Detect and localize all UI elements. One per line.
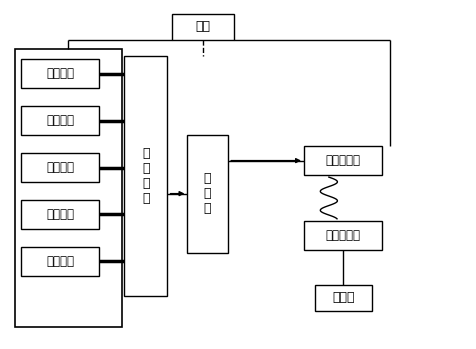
Bar xyxy=(21,153,99,182)
Bar xyxy=(303,221,382,250)
Bar xyxy=(21,247,99,276)
Bar xyxy=(124,56,167,296)
Bar xyxy=(15,49,122,327)
Bar xyxy=(21,200,99,229)
Text: 微
控
制
器: 微 控 制 器 xyxy=(142,147,149,205)
Text: 心电模块: 心电模块 xyxy=(46,208,74,221)
Bar xyxy=(187,134,228,253)
Text: 休温模块: 休温模块 xyxy=(46,114,74,127)
Text: 电池: 电池 xyxy=(195,20,210,33)
Text: 肌电模块: 肌电模块 xyxy=(46,255,74,268)
Bar xyxy=(171,14,233,40)
Bar xyxy=(21,59,99,88)
Text: 无线传感器: 无线传感器 xyxy=(325,229,360,242)
Bar xyxy=(21,106,99,135)
Text: 血压模块: 血压模块 xyxy=(46,161,74,174)
Text: 无线传感器: 无线传感器 xyxy=(325,154,360,167)
Bar xyxy=(314,285,371,311)
Bar xyxy=(303,146,382,175)
Text: 步伐模块: 步伐模块 xyxy=(46,67,74,80)
Text: 上位机: 上位机 xyxy=(331,291,354,304)
Text: 存
储
器: 存 储 器 xyxy=(203,172,211,215)
